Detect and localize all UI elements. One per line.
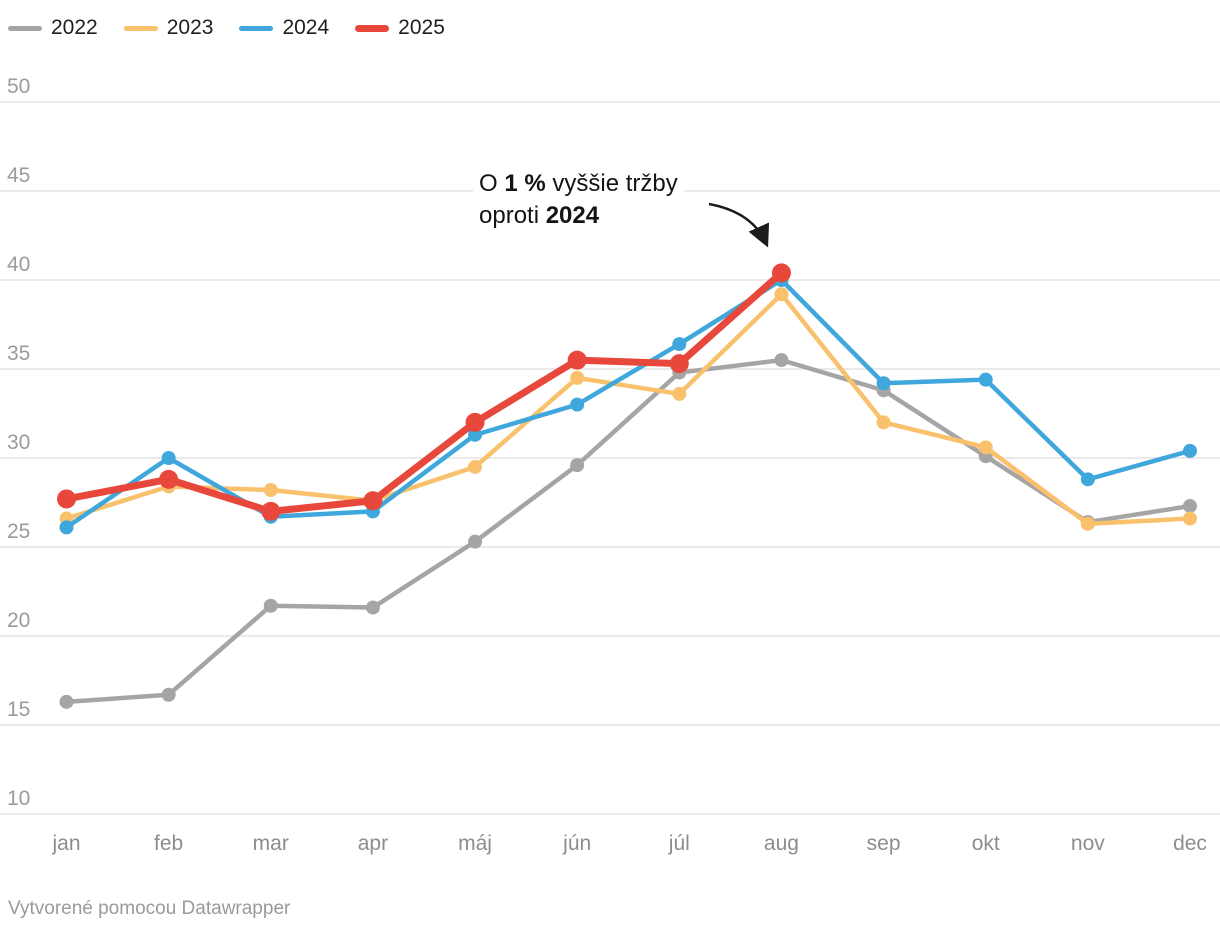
series-2025-point-feb: [159, 469, 179, 489]
x-tick-label-sep: sep: [867, 832, 901, 855]
y-tick-label-40: 40: [7, 253, 30, 276]
legend-label-2025: 2025: [398, 16, 445, 39]
y-tick-label-35: 35: [7, 342, 30, 365]
legend-label-2022: 2022: [51, 16, 98, 39]
legend-swatch-2022: [8, 25, 42, 31]
legend-item-2022: 2022: [8, 16, 98, 40]
series-2023-point-nov: [1080, 516, 1095, 531]
series-2024-point-dec: [1182, 443, 1197, 458]
y-tick-label-50: 50: [7, 75, 30, 98]
legend-swatch-2024: [239, 25, 274, 31]
x-tick-label-aug: aug: [764, 832, 799, 855]
series-2022-line: [64, 357, 1193, 705]
series-2022-point-aug: [774, 353, 789, 368]
legend-swatch-2025: [355, 24, 390, 32]
series-2022-point-jún: [570, 458, 585, 473]
legend-label-2023: 2023: [166, 16, 214, 39]
legend-item-2025: 2025: [355, 16, 445, 40]
x-tick-label-feb: feb: [154, 832, 183, 855]
series-2024-point-okt: [978, 372, 993, 387]
series-2024-point-jún: [570, 397, 585, 412]
legend-item-2023: 2023: [123, 16, 214, 40]
legend: 2022 2023 2024 2025: [8, 16, 445, 40]
series-2024-point-máj: [468, 427, 483, 442]
series-2023-point-dec: [1182, 511, 1197, 526]
legend-item-2024: 2024: [239, 16, 329, 40]
annotation-part: vyššie tržby: [545, 170, 678, 197]
series-2022-point-feb: [161, 687, 176, 702]
x-tick-label-máj: máj: [458, 832, 492, 855]
y-tick-label-30: 30: [7, 431, 30, 454]
series-2025-line: [63, 269, 785, 515]
series-2023-point-mar: [263, 483, 278, 498]
series-2022-point-máj: [468, 534, 483, 549]
series-2025-point-máj: [465, 412, 485, 432]
y-tick-label-20: 20: [7, 609, 30, 632]
x-tick-label-okt: okt: [972, 832, 1000, 855]
annotation-arrow: [708, 202, 770, 248]
series-2025-point-jan: [57, 489, 76, 509]
x-tick-label-mar: mar: [253, 832, 289, 855]
series-2023-point-júl: [672, 386, 687, 401]
x-tick-label-jún: jún: [562, 832, 591, 855]
x-tick-label-nov: nov: [1071, 832, 1105, 855]
series-2025-point-aug: [771, 263, 791, 283]
y-tick-label-25: 25: [7, 520, 30, 543]
series-2022-point-jan: [59, 694, 74, 709]
series-2024-point-júl: [672, 337, 687, 352]
y-tick-label-15: 15: [7, 698, 30, 721]
series-2023-point-aug: [774, 287, 789, 302]
annotation-part: O: [479, 170, 505, 197]
annotation-bold-year: 2024: [545, 202, 600, 229]
series-2025-point-apr: [363, 491, 383, 511]
series-2025-point-mar: [261, 501, 281, 521]
series-2023-line: [64, 291, 1193, 527]
annotation-bold-value: 1 %: [504, 170, 546, 197]
series-2024-point-jan: [59, 520, 74, 535]
series-2023-point-jún: [570, 370, 585, 385]
annotation-part: oproti: [479, 202, 546, 229]
series-2022-point-apr: [365, 600, 380, 615]
x-tick-label-jan: jan: [51, 832, 80, 855]
series-2023-point-máj: [468, 459, 483, 474]
series-2025-point-jún: [567, 350, 587, 370]
series-2025-point-júl: [669, 354, 689, 374]
series-2024-point-sep: [876, 376, 891, 391]
series-2024-point-feb: [161, 451, 176, 465]
series-2024-point-nov: [1080, 472, 1095, 487]
series-2022-point-mar: [263, 598, 278, 613]
x-tick-label-apr: apr: [358, 832, 388, 855]
series-2023-point-okt: [978, 440, 993, 455]
x-tick-label-júl: júl: [668, 832, 690, 855]
y-tick-label-45: 45: [7, 164, 30, 187]
series-2022-point-dec: [1182, 499, 1197, 514]
x-tick-label-dec: dec: [1173, 832, 1207, 855]
annotation-text: O 1 % vyššie tržby oproti 2024: [473, 166, 684, 234]
datawrapper-credit: Vytvorené pomocou Datawrapper: [8, 898, 291, 919]
legend-label-2024: 2024: [282, 16, 330, 39]
y-tick-label-10: 10: [7, 787, 30, 810]
legend-swatch-2023: [123, 25, 158, 31]
series-2023-point-sep: [876, 415, 891, 430]
